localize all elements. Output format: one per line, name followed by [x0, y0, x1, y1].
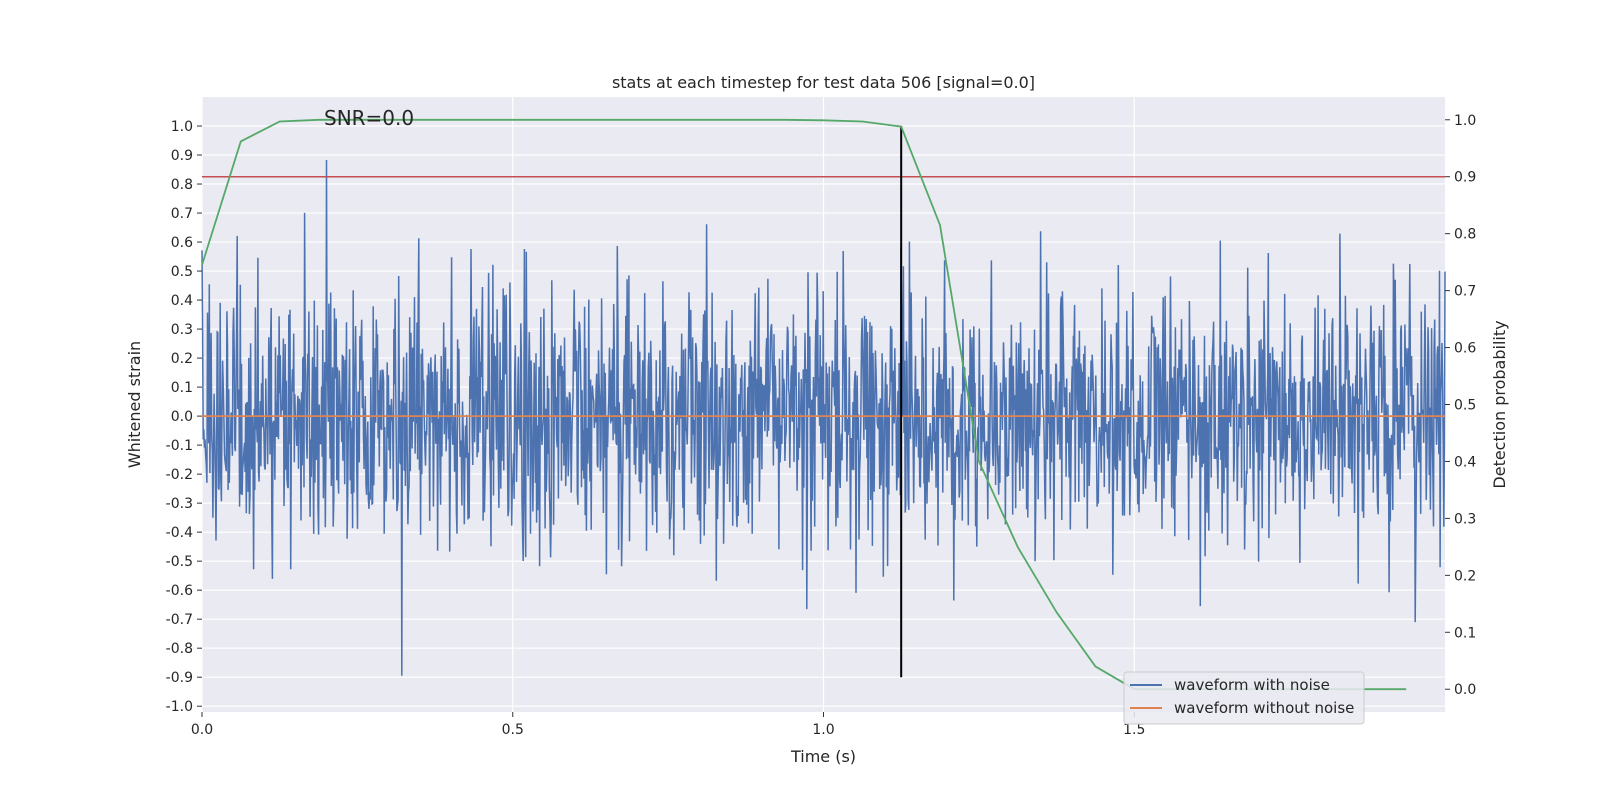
y-tick-label: 0.4	[171, 293, 193, 309]
y-axis-label: Whitened strain	[125, 341, 144, 468]
y-tick-label: 0.1	[171, 380, 193, 396]
y-tick-label: -0.6	[166, 583, 193, 599]
y-tick-label: -0.8	[166, 641, 193, 657]
legend-box	[1123, 671, 1365, 725]
x-axis-label: Time (s)	[790, 747, 856, 766]
x-tick-label: 1.5	[1123, 722, 1145, 738]
y2-tick-label: 0.1	[1454, 625, 1476, 641]
y-tick-label: 1.0	[171, 119, 193, 135]
y2-tick-label: 0.7	[1454, 284, 1476, 300]
y-tick-label: 0.8	[171, 177, 193, 193]
y-tick-label: -0.2	[166, 467, 193, 483]
y2-tick-label: 0.9	[1454, 170, 1476, 186]
y2-tick-label: 0.4	[1454, 454, 1476, 470]
y2-tick-label: 0.2	[1454, 568, 1476, 584]
y2-tick-label: 0.8	[1454, 227, 1476, 243]
y2-tick-label: 0.3	[1454, 511, 1476, 527]
y-tick-label: 0.3	[171, 322, 193, 338]
y-tick-label: 0.0	[171, 409, 193, 425]
y-tick-label: 0.2	[171, 351, 193, 367]
legend: waveform with noise waveform without noi…	[1123, 671, 1365, 725]
x-tick-label: 0.0	[191, 722, 213, 738]
y-tick-label: 0.9	[171, 148, 193, 164]
y2-axis-label: Detection probability	[1490, 320, 1509, 488]
x-tick-label: 0.5	[502, 722, 524, 738]
y2-tick-label: 0.0	[1454, 682, 1476, 698]
y-tick-label: -0.9	[166, 670, 193, 686]
y2-tick-label: 1.0	[1454, 113, 1476, 129]
chart-title: stats at each timestep for test data 506…	[612, 73, 1035, 92]
series-waveform-with-noise	[201, 159, 1446, 676]
legend-label-without-noise: waveform without noise	[1174, 699, 1354, 717]
snr-annotation: SNR=0.0	[324, 106, 414, 130]
axes-layer: -1.0 -0.9 -0.8 -0.7 -0.6 -0.5 -0.4 -0.3 -0.2 -0.1…	[166, 113, 1477, 738]
y-tick-label: -0.7	[166, 612, 193, 628]
y-tick-label: -0.1	[166, 438, 193, 454]
y-tick-label: 0.5	[171, 264, 193, 280]
y-tick-label: 0.6	[171, 235, 193, 251]
y-tick-label: -0.3	[166, 496, 193, 512]
y-tick-label: -0.4	[166, 525, 193, 541]
y2-tick-label: 0.5	[1454, 398, 1476, 414]
legend-label-with-noise: waveform with noise	[1174, 676, 1330, 694]
y-tick-label: -1.0	[166, 699, 193, 715]
y2-tick-label: 0.6	[1454, 341, 1476, 357]
y-tick-label: -0.5	[166, 554, 193, 570]
y-tick-label: 0.7	[171, 206, 193, 222]
x-tick-label: 1.0	[812, 722, 834, 738]
